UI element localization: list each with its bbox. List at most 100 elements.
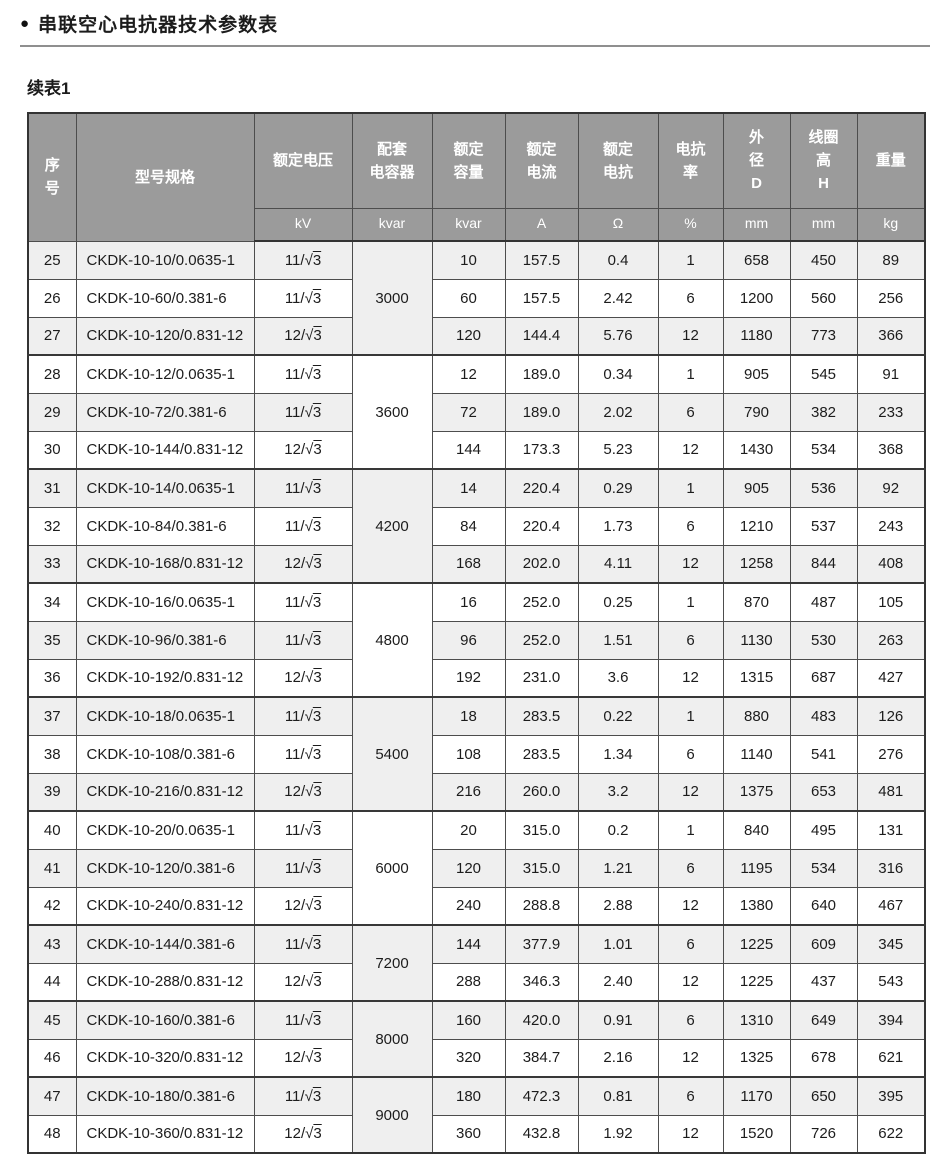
cell-capacity: 168 xyxy=(431,544,506,584)
cell-weight: 366 xyxy=(856,316,926,356)
cell-reactance: 5.23 xyxy=(577,430,659,470)
cell-seq: 43 xyxy=(27,924,77,964)
cell-voltage: 12/√3 xyxy=(253,886,353,926)
cell-seq: 27 xyxy=(27,316,77,356)
cell-weight: 126 xyxy=(856,696,926,736)
cell-model: CKDK-10-84/0.381-6 xyxy=(75,506,255,546)
cell-seq: 36 xyxy=(27,658,77,698)
cell-diameter: 1375 xyxy=(722,772,791,812)
cell-rate: 1 xyxy=(657,810,724,850)
cell-voltage: 11/√3 xyxy=(253,1000,353,1040)
cell-current: 157.5 xyxy=(504,278,579,318)
cell-reactance: 1.92 xyxy=(577,1114,659,1154)
cell-model: CKDK-10-10/0.0635-1 xyxy=(75,240,255,280)
cell-seq: 47 xyxy=(27,1076,77,1116)
cell-seq: 48 xyxy=(27,1114,77,1154)
cell-diameter: 1130 xyxy=(722,620,791,660)
cell-capacitor: 4200 xyxy=(351,468,433,584)
cell-rate: 12 xyxy=(657,962,724,1002)
table-row: 44 CKDK-10-288/0.831-12 12/√3 288 346.3 2.40 1… xyxy=(27,962,926,1002)
cell-rate: 6 xyxy=(657,848,724,888)
table-row: 35 CKDK-10-96/0.381-6 11/√3 96 252.0 1.51 6 113… xyxy=(27,620,926,660)
cell-capacity: 120 xyxy=(431,848,506,888)
unit-capacity: kvar xyxy=(431,207,506,242)
cell-weight: 105 xyxy=(856,582,926,622)
col-header-seq: 序 号 xyxy=(27,112,77,242)
cell-coil-height: 534 xyxy=(789,430,858,470)
cell-rate: 12 xyxy=(657,1038,724,1078)
col-header-capacity: 额定 容量 xyxy=(431,112,506,209)
cell-seq: 42 xyxy=(27,886,77,926)
cell-reactance: 1.34 xyxy=(577,734,659,774)
cell-capacity: 360 xyxy=(431,1114,506,1154)
cell-seq: 33 xyxy=(27,544,77,584)
unit-weight: kg xyxy=(856,207,926,242)
cell-voltage: 11/√3 xyxy=(253,468,353,508)
cell-model: CKDK-10-60/0.381-6 xyxy=(75,278,255,318)
cell-seq: 41 xyxy=(27,848,77,888)
cell-reactance: 2.42 xyxy=(577,278,659,318)
cell-diameter: 1170 xyxy=(722,1076,791,1116)
cell-rate: 1 xyxy=(657,354,724,394)
cell-coil-height: 536 xyxy=(789,468,858,508)
cell-diameter: 1430 xyxy=(722,430,791,470)
cell-model: CKDK-10-120/0.831-12 xyxy=(75,316,255,356)
table-row: 33 CKDK-10-168/0.831-12 12/√3 168 202.0 4.11 1… xyxy=(27,544,926,584)
table-row: 46 CKDK-10-320/0.831-12 12/√3 320 384.7 2.16 1… xyxy=(27,1038,926,1078)
cell-diameter: 905 xyxy=(722,354,791,394)
cell-coil-height: 382 xyxy=(789,392,858,432)
cell-capacity: 120 xyxy=(431,316,506,356)
unit-capacitor: kvar xyxy=(351,207,433,242)
cell-coil-height: 495 xyxy=(789,810,858,850)
cell-weight: 543 xyxy=(856,962,926,1002)
cell-capacity: 320 xyxy=(431,1038,506,1078)
cell-model: CKDK-10-240/0.831-12 xyxy=(75,886,255,926)
table-row: 28 CKDK-10-12/0.0635-1 11/√3 3600 12 189.0 0.3… xyxy=(27,354,926,470)
cell-diameter: 1195 xyxy=(722,848,791,888)
cell-reactance: 0.25 xyxy=(577,582,659,622)
cell-model: CKDK-10-360/0.831-12 xyxy=(75,1114,255,1154)
cell-weight: 263 xyxy=(856,620,926,660)
cell-capacity: 160 xyxy=(431,1000,506,1040)
bullet-icon: ● xyxy=(20,15,30,32)
cell-reactance: 2.88 xyxy=(577,886,659,926)
cell-weight: 92 xyxy=(856,468,926,508)
cell-voltage: 12/√3 xyxy=(253,544,353,584)
table-row: 32 CKDK-10-84/0.381-6 11/√3 84 220.4 1.73 6 121… xyxy=(27,506,926,546)
cell-seq: 37 xyxy=(27,696,77,736)
cell-current: 202.0 xyxy=(504,544,579,584)
cell-coil-height: 640 xyxy=(789,886,858,926)
cell-model: CKDK-10-144/0.831-12 xyxy=(75,430,255,470)
cell-diameter: 1225 xyxy=(722,962,791,1002)
cell-voltage: 12/√3 xyxy=(253,1038,353,1078)
cell-voltage: 11/√3 xyxy=(253,848,353,888)
unit-reactance: Ω xyxy=(577,207,659,242)
cell-capacitor: 8000 xyxy=(351,1000,433,1078)
cell-current: 283.5 xyxy=(504,734,579,774)
cell-diameter: 870 xyxy=(722,582,791,622)
cell-capacity: 288 xyxy=(431,962,506,1002)
cell-voltage: 11/√3 xyxy=(253,278,353,318)
cell-model: CKDK-10-180/0.381-6 xyxy=(75,1076,255,1116)
cell-capacity: 12 xyxy=(431,354,506,394)
cell-capacity: 144 xyxy=(431,430,506,470)
cell-reactance: 0.91 xyxy=(577,1000,659,1040)
cell-model: CKDK-10-216/0.831-12 xyxy=(75,772,255,812)
table-row: 41 CKDK-10-120/0.381-6 11/√3 120 315.0 1.21 6 1… xyxy=(27,848,926,888)
cell-weight: 394 xyxy=(856,1000,926,1040)
table-row: 34 CKDK-10-16/0.0635-1 11/√3 4800 16 252.0 0.2… xyxy=(27,582,926,698)
cell-capacity: 10 xyxy=(431,240,506,280)
cell-voltage: 11/√3 xyxy=(253,620,353,660)
cell-weight: 427 xyxy=(856,658,926,698)
cell-voltage: 12/√3 xyxy=(253,658,353,698)
cell-model: CKDK-10-168/0.831-12 xyxy=(75,544,255,584)
cell-weight: 91 xyxy=(856,354,926,394)
cell-capacity: 14 xyxy=(431,468,506,508)
cell-diameter: 1258 xyxy=(722,544,791,584)
cell-coil-height: 537 xyxy=(789,506,858,546)
cell-current: 315.0 xyxy=(504,848,579,888)
unit-current: A xyxy=(504,207,579,242)
cell-rate: 12 xyxy=(657,1114,724,1154)
col-header-diameter: 外 径 D xyxy=(722,112,791,209)
cell-voltage: 12/√3 xyxy=(253,772,353,812)
